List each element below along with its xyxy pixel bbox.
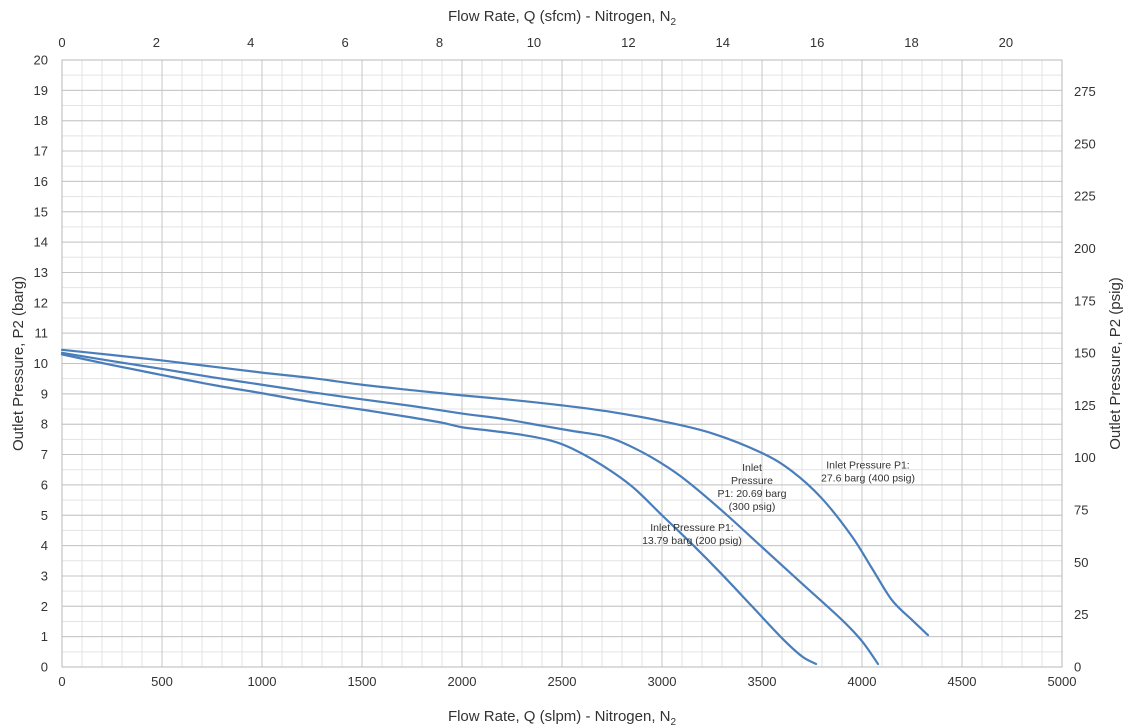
top-axis-title-subscript: 2 bbox=[670, 17, 676, 28]
left-tick-label: 18 bbox=[34, 113, 48, 128]
bottom-tick-label: 3000 bbox=[648, 674, 677, 689]
series-lines bbox=[60, 348, 930, 666]
top-tick-label: 12 bbox=[621, 35, 635, 50]
right-tick-label: 100 bbox=[1074, 450, 1096, 465]
annotation-line: Pressure bbox=[731, 475, 773, 487]
left-tick-label: 11 bbox=[35, 326, 49, 341]
bottom-axis-title: Flow Rate, Q (slpm) - Nitrogen, N2 bbox=[448, 708, 677, 727]
bottom-tick-label: 2500 bbox=[548, 674, 577, 689]
right-tick-label: 200 bbox=[1074, 241, 1096, 256]
right-axis-title: Outlet Pressure, P2 (psig) bbox=[1107, 277, 1124, 450]
top-tick-label: 20 bbox=[999, 35, 1013, 50]
right-axis-tick-labels: 0 25 50 75 100 125 150 175 200 225 250 275 bbox=[1074, 84, 1096, 674]
right-tick-label: 275 bbox=[1074, 84, 1096, 99]
left-tick-label: 20 bbox=[34, 53, 48, 68]
bottom-tick-label: 0 bbox=[58, 674, 65, 689]
top-tick-label: 10 bbox=[527, 35, 541, 50]
top-tick-label: 6 bbox=[342, 35, 349, 50]
left-tick-label: 16 bbox=[34, 174, 48, 189]
plot-area-frame bbox=[61, 59, 1063, 668]
left-axis-title: Outlet Pressure, P2 (barg) bbox=[10, 276, 27, 451]
left-tick-label: 12 bbox=[34, 295, 48, 310]
right-tick-label: 25 bbox=[1074, 607, 1088, 622]
left-tick-label: 1 bbox=[41, 629, 48, 644]
bottom-tick-label: 500 bbox=[151, 674, 173, 689]
left-tick-label: 15 bbox=[34, 204, 48, 219]
series-line-2 bbox=[60, 351, 880, 666]
left-tick-label: 13 bbox=[34, 265, 48, 280]
top-axis-tick-labels: 0 2 4 6 8 10 12 14 16 18 20 bbox=[58, 35, 1013, 50]
left-tick-label: 4 bbox=[41, 538, 48, 553]
major-gridlines bbox=[61, 59, 1063, 668]
top-tick-label: 14 bbox=[715, 35, 729, 50]
left-tick-label: 19 bbox=[34, 83, 48, 98]
right-tick-label: 50 bbox=[1074, 555, 1088, 570]
right-tick-label: 175 bbox=[1074, 293, 1096, 308]
right-tick-label: 250 bbox=[1074, 136, 1096, 151]
top-tick-label: 4 bbox=[247, 35, 254, 50]
top-tick-label: 0 bbox=[58, 35, 65, 50]
right-tick-label: 0 bbox=[1074, 660, 1081, 675]
left-tick-label: 17 bbox=[34, 144, 48, 159]
series-line-3 bbox=[60, 348, 930, 637]
top-tick-label: 8 bbox=[436, 35, 443, 50]
annotation-label-3: Inlet Pressure P1: 27.6 barg (400 psig) bbox=[821, 460, 915, 485]
annotation-line: P1: 20.69 barg bbox=[718, 488, 787, 500]
left-tick-label: 2 bbox=[41, 599, 48, 614]
left-tick-label: 9 bbox=[41, 386, 48, 401]
annotation-line: Inlet Pressure P1: bbox=[826, 460, 909, 472]
bottom-axis-tick-labels: 0 500 1000 1500 2000 2500 3000 3500 4000 4500 5000 bbox=[58, 674, 1076, 689]
top-axis-title-main: Flow Rate, Q (sfcm) - Nitrogen, N bbox=[448, 8, 671, 25]
series-line-1 bbox=[60, 353, 818, 666]
bottom-tick-label: 2000 bbox=[448, 674, 477, 689]
left-tick-label: 8 bbox=[41, 417, 48, 432]
right-tick-label: 125 bbox=[1074, 398, 1096, 413]
annotation-line: 27.6 barg (400 psig) bbox=[821, 473, 915, 485]
bottom-tick-label: 1500 bbox=[348, 674, 377, 689]
annotation-label-1: Inlet Pressure P1: 13.79 barg (200 psig) bbox=[642, 522, 742, 547]
left-tick-label: 7 bbox=[41, 447, 48, 462]
left-tick-label: 0 bbox=[41, 660, 48, 675]
top-tick-label: 18 bbox=[904, 35, 918, 50]
annotation-line: (300 psig) bbox=[729, 501, 776, 513]
bottom-tick-label: 4000 bbox=[848, 674, 877, 689]
left-tick-label: 5 bbox=[41, 508, 48, 523]
bottom-tick-label: 5000 bbox=[1048, 674, 1077, 689]
top-axis-title: Flow Rate, Q (sfcm) - Nitrogen, N2 bbox=[448, 8, 677, 28]
left-tick-label: 14 bbox=[34, 235, 48, 250]
top-tick-label: 16 bbox=[810, 35, 824, 50]
bottom-tick-label: 3500 bbox=[748, 674, 777, 689]
bottom-tick-label: 4500 bbox=[948, 674, 977, 689]
annotation-line: Inlet bbox=[742, 462, 762, 474]
curve-annotations: Inlet Pressure P1: 13.79 barg (200 psig)I… bbox=[642, 460, 915, 547]
top-tick-label: 2 bbox=[153, 35, 160, 50]
left-tick-label: 3 bbox=[41, 568, 48, 583]
annotation-line: 13.79 barg (200 psig) bbox=[642, 535, 742, 547]
right-tick-label: 225 bbox=[1074, 189, 1096, 204]
left-tick-label: 10 bbox=[34, 356, 48, 371]
bottom-axis-title-main: Flow Rate, Q (slpm) - Nitrogen, N bbox=[448, 708, 671, 725]
annotation-line: Inlet Pressure P1: bbox=[650, 522, 733, 534]
bottom-axis-title-subscript: 2 bbox=[670, 717, 676, 727]
right-tick-label: 75 bbox=[1074, 503, 1088, 518]
left-tick-label: 6 bbox=[41, 477, 48, 492]
right-tick-label: 150 bbox=[1074, 346, 1096, 361]
annotation-label-2: Inlet Pressure P1: 20.69 barg (300 psig) bbox=[718, 462, 787, 513]
bottom-tick-label: 1000 bbox=[248, 674, 277, 689]
